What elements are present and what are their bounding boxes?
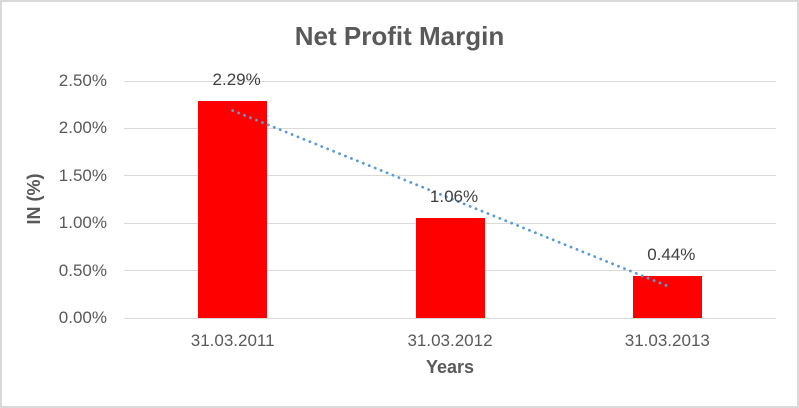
plot-area: 2.29% 1.06% 0.44% (124, 70, 776, 319)
bar-31.03.2011 (198, 100, 268, 318)
x-axis-title: Years (425, 357, 475, 377)
trendline-layer (231, 109, 669, 288)
bar-31.03.2013 (632, 276, 702, 318)
x-category-label: 31.03.2013 (624, 331, 710, 350)
y-tick-label: 2.00% (58, 118, 107, 138)
trendline (231, 109, 669, 288)
x-category-label: 31.03.2012 (407, 331, 493, 350)
y-tick-label: 2.50% (58, 71, 107, 90)
gridline (124, 80, 776, 82)
chart-title: Net Profit Margin (294, 21, 505, 51)
y-axis-title: IN (%) (24, 173, 44, 225)
y-tick-label: 0.00% (58, 308, 107, 327)
y-tick-label: 1.50% (58, 165, 107, 185)
gridline (124, 127, 776, 129)
gridline (124, 317, 776, 319)
bar-data-label: 1.06% (429, 186, 479, 206)
x-category-label: 31.03.2011 (190, 331, 275, 350)
bar-31.03.2012 (415, 217, 485, 318)
gridline (124, 175, 776, 177)
y-tick-label: 1.00% (58, 213, 107, 233)
y-tick-label: 0.50% (58, 260, 107, 280)
bar-data-label: 2.29% (212, 69, 261, 89)
bar-data-label: 0.44% (647, 245, 696, 265)
